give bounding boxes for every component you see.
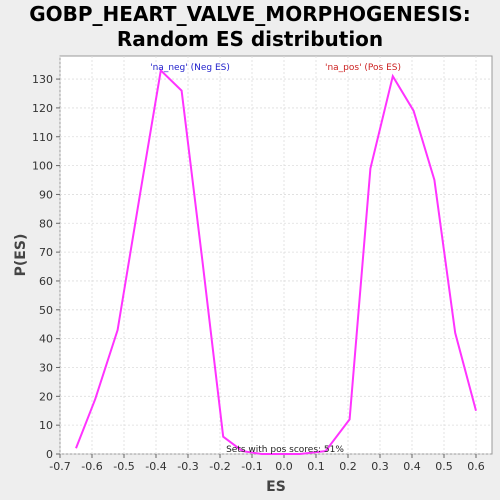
y-tick-label: 120 bbox=[32, 102, 53, 115]
y-tick-label: 30 bbox=[39, 361, 53, 374]
x-tick-label: -0.7 bbox=[49, 460, 70, 473]
pos-es-label: 'na_pos' (Pos ES) bbox=[325, 63, 401, 73]
x-tick-label: -0.4 bbox=[145, 460, 166, 473]
pos-score-footer: Sets with pos scores: 51% bbox=[226, 445, 344, 455]
y-tick-label: 90 bbox=[39, 188, 53, 201]
y-tick-label: 20 bbox=[39, 390, 53, 403]
x-tick-label: -0.3 bbox=[177, 460, 198, 473]
chart-title-line2: Random ES distribution bbox=[117, 27, 383, 51]
x-tick-label: -0.2 bbox=[209, 460, 230, 473]
series-line bbox=[75, 68, 477, 455]
grid bbox=[59, 56, 492, 455]
chart-title-line1: GOBP_HEART_VALVE_MORPHOGENESIS: bbox=[29, 2, 471, 26]
plot-area bbox=[59, 55, 493, 455]
x-tick-label: -0.1 bbox=[241, 460, 262, 473]
neg-es-label: 'na_neg' (Neg ES) bbox=[150, 63, 230, 73]
x-tick-label: -0.5 bbox=[113, 460, 134, 473]
x-tick-label: 0.5 bbox=[435, 460, 453, 473]
x-tick-label: 0.0 bbox=[275, 460, 293, 473]
y-axis-label: P(ES) bbox=[13, 234, 29, 277]
y-tick-label: 0 bbox=[46, 448, 53, 461]
x-tick-label: 0.6 bbox=[467, 460, 485, 473]
x-tick-label: -0.6 bbox=[81, 460, 102, 473]
x-axis-label: ES bbox=[266, 479, 286, 495]
y-tick-label: 110 bbox=[32, 131, 53, 144]
x-tick-label: 0.2 bbox=[339, 460, 357, 473]
y-tick-label: 10 bbox=[39, 419, 53, 432]
y-tick-label: 70 bbox=[39, 246, 53, 259]
x-tick-label: 0.3 bbox=[371, 460, 389, 473]
y-tick-label: 130 bbox=[32, 73, 53, 86]
y-tick-label: 80 bbox=[39, 217, 53, 230]
y-tick-label: 60 bbox=[39, 275, 53, 288]
x-tick-label: 0.1 bbox=[307, 460, 325, 473]
ticks: -0.7 -0.6 -0.5 -0.4 -0.3 -0.2 -0.1 0.0 0.1 0.2 0.3… bbox=[32, 73, 485, 473]
x-tick-label: 0.4 bbox=[403, 460, 421, 473]
y-tick-label: 40 bbox=[39, 333, 53, 346]
y-tick-label: 100 bbox=[32, 160, 53, 173]
y-tick-label: 50 bbox=[39, 304, 53, 317]
